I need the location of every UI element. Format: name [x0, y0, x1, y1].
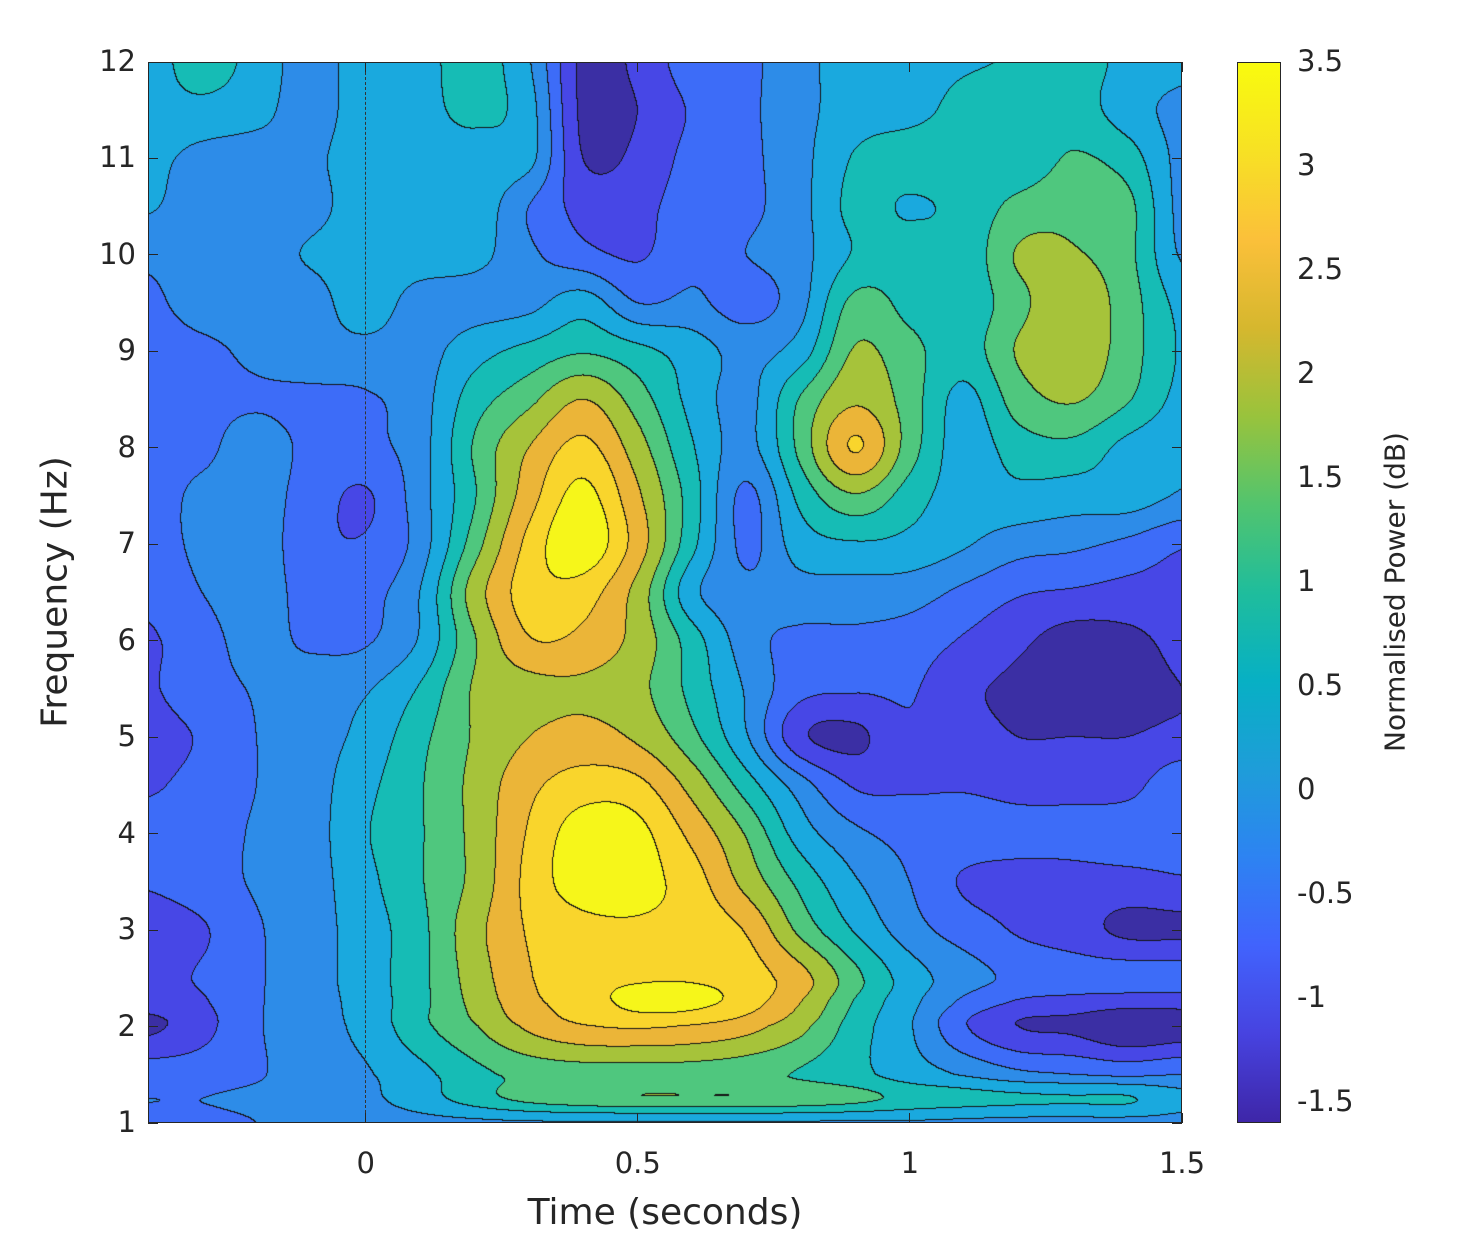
colorbar-tick-label: 3.5 — [1297, 44, 1344, 78]
colorbar — [1237, 62, 1281, 1123]
y-tick-right — [1172, 447, 1182, 449]
x-tick — [365, 1113, 367, 1123]
x-tick — [909, 1113, 911, 1123]
colorbar-label: Normalised Power (dB) — [1378, 432, 1412, 752]
y-tick-label: 8 — [117, 429, 136, 464]
colorbar-tick-label: 1.5 — [1297, 460, 1344, 495]
y-tick-right — [1172, 1122, 1182, 1124]
x-tick-label: 1.5 — [1158, 1146, 1206, 1180]
colorbar-tick-label: 0.5 — [1297, 668, 1344, 703]
y-tick — [148, 447, 158, 449]
y-tick-right — [1172, 254, 1182, 256]
y-tick-right — [1172, 61, 1182, 63]
y-tick — [148, 640, 158, 642]
x-tick-label: 0.5 — [614, 1146, 661, 1180]
y-tick-label: 4 — [117, 815, 136, 850]
x-tick-top — [909, 62, 911, 72]
y-tick — [148, 254, 158, 256]
y-tick-label: 2 — [117, 1008, 136, 1043]
y-tick-label: 3 — [117, 912, 136, 947]
colorbar-tick-label: -1.5 — [1297, 1084, 1354, 1119]
y-tick-right — [1172, 833, 1182, 835]
y-tick-right — [1172, 543, 1182, 545]
x-tick — [637, 1113, 639, 1123]
y-tick-right — [1172, 929, 1182, 931]
x-tick-top — [637, 62, 639, 72]
y-axis-label: Frequency (Hz) — [34, 456, 76, 728]
y-tick — [148, 736, 158, 738]
x-axis-label: Time (seconds) — [527, 1192, 803, 1233]
plot-area — [148, 62, 1182, 1123]
y-tick-label: 9 — [117, 333, 136, 368]
y-tick-label: 10 — [99, 236, 136, 271]
event-marker-line — [364, 62, 366, 1123]
y-tick-label: 5 — [117, 719, 136, 754]
colorbar-tick-label: 2.5 — [1297, 252, 1344, 287]
y-tick-label: 6 — [117, 622, 136, 657]
colorbar-tick-label: -0.5 — [1297, 876, 1354, 911]
y-tick — [148, 157, 158, 159]
colorbar-tick-label: 0 — [1297, 772, 1316, 807]
y-tick — [148, 1122, 158, 1124]
y-tick — [148, 929, 158, 931]
x-tick-label: 1 — [900, 1146, 920, 1180]
contour-fill — [148, 62, 1182, 1123]
y-tick-right — [1172, 640, 1182, 642]
y-tick-label: 11 — [99, 140, 136, 175]
colorbar-tick-label: -1 — [1297, 980, 1326, 1015]
y-tick — [148, 543, 158, 545]
y-tick-right — [1172, 1026, 1182, 1028]
y-tick-right — [1172, 157, 1182, 159]
x-tick-label: 0 — [356, 1146, 375, 1180]
y-tick — [148, 833, 158, 835]
x-tick-top — [365, 62, 367, 72]
x-tick-top — [1181, 62, 1183, 72]
y-tick — [148, 61, 158, 63]
y-tick — [148, 1026, 158, 1028]
y-tick-label: 1 — [117, 1105, 136, 1139]
colorbar-tick-label: 1 — [1297, 564, 1316, 599]
y-tick-right — [1172, 736, 1182, 738]
colorbar-tick-label: 2 — [1297, 356, 1316, 391]
y-tick-label: 12 — [99, 44, 136, 78]
x-tick — [1181, 1113, 1183, 1123]
y-tick-right — [1172, 350, 1182, 352]
colorbar-tick-label: 3 — [1297, 148, 1316, 183]
y-tick-label: 7 — [117, 526, 136, 561]
y-tick — [148, 350, 158, 352]
